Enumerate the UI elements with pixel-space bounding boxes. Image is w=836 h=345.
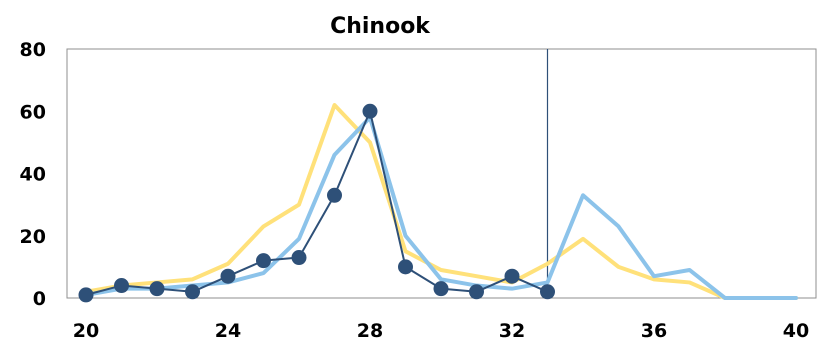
series-point [291,250,307,266]
x-tick-label: 36 [641,320,667,342]
y-tick-label: 20 [20,226,46,248]
series-point [433,281,449,297]
y-tick-label: 40 [20,164,46,186]
series-point [540,284,555,300]
x-tick-label: 32 [499,320,525,342]
y-tick-label: 0 [33,288,46,310]
chart-title: Chinook [330,14,431,39]
x-axis: 20 24 28 32 36 40 [73,320,809,342]
x-tick-label: 24 [215,320,241,342]
series-point [504,268,520,284]
series-point [327,187,342,203]
series-group [78,103,798,303]
series-point [398,259,413,275]
series-line-3 [85,110,549,296]
series-point [149,281,165,297]
series-line-2 [84,115,798,300]
y-tick-label: 60 [20,101,46,123]
series-point [114,278,129,294]
series-point [185,284,200,300]
x-tick-label: 40 [783,320,809,342]
x-tick-label: 28 [357,320,383,342]
series-point [469,284,484,300]
series-point [256,253,271,269]
y-tick-label: 80 [20,39,46,61]
series-point [220,268,236,284]
x-tick-label: 20 [73,320,99,342]
series-point [78,287,94,303]
series-point [362,103,378,119]
y-axis: 0 20 40 60 80 [20,39,46,310]
series-line-1 [84,103,798,300]
plot-area [66,48,817,299]
